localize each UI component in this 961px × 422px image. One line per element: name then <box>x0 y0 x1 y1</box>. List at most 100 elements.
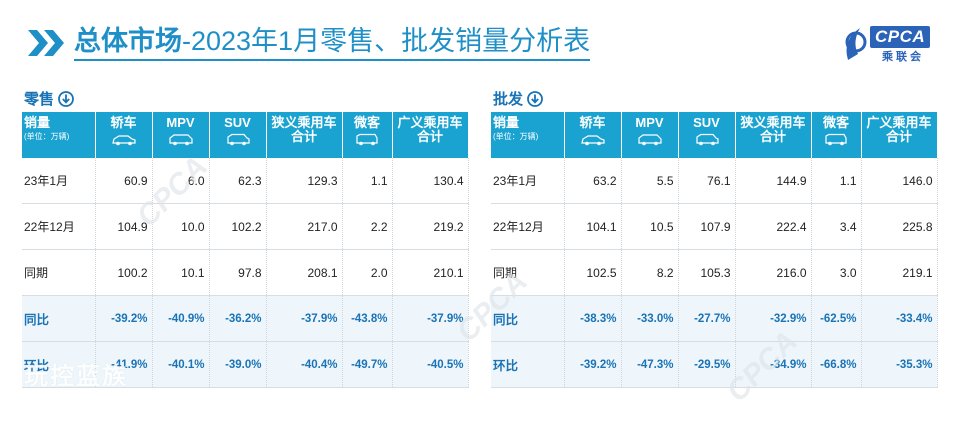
cell: 5.5 <box>621 158 679 204</box>
mpv-icon <box>168 134 193 146</box>
cell: 10.5 <box>621 203 679 250</box>
col-header-broad-total: 广义乘用车 合计 <box>861 112 938 158</box>
col-header-sedan: 轿车 <box>95 112 153 158</box>
suv-icon <box>226 133 250 146</box>
wholesale-section-label: 批发 <box>493 88 543 109</box>
cell: -36.2% <box>209 295 267 342</box>
row-label: 22年12月 <box>491 203 565 250</box>
logo-text: CPCA <box>870 26 931 48</box>
microvan-icon <box>356 133 378 146</box>
table-row: 同比 -39.2% -40.9% -36.2% -37.9% -43.8% -3… <box>22 295 469 342</box>
col-header-sedan: 轿车 <box>564 112 622 158</box>
table-row: 环比 -39.2% -47.3% -29.5% -34.9% -66.8% -3… <box>491 341 938 388</box>
watermark-text: 玩控蓝族 <box>24 363 128 390</box>
cell: 216.0 <box>735 249 812 296</box>
cell: 210.1 <box>392 249 469 296</box>
row-label: 环比 <box>22 341 96 388</box>
col-header-sales: 销量 (单位：万辆) <box>22 112 96 158</box>
cell: 222.4 <box>735 203 812 250</box>
title-rest: -2023年1月零售、批发销量分析表 <box>182 26 591 56</box>
cell: 62.3 <box>209 158 267 204</box>
cell: 102.2 <box>209 203 267 250</box>
cell: -33.4% <box>861 295 938 342</box>
cell: -40.1% <box>152 341 210 388</box>
cell: -32.9% <box>735 295 812 342</box>
cell: 107.9 <box>678 203 736 250</box>
cell: 102.5 <box>564 249 622 296</box>
table-header-row: 销量 (单位：万辆) 轿车 MPV SUV 狭义乘用车 合计 微客 广义乘用车 合计 <box>491 112 938 158</box>
cell: 3.4 <box>811 203 862 250</box>
cell: 97.8 <box>209 249 267 296</box>
table-row: 同期 100.2 10.1 97.8 208.1 2.0 210.1 <box>22 249 469 296</box>
cell: 104.1 <box>564 203 622 250</box>
row-label: 同期 <box>22 249 96 296</box>
table-row: 22年12月 104.9 10.0 102.2 217.0 2.2 219.2 <box>22 203 469 250</box>
cell: 60.9 <box>95 158 153 204</box>
cell: -39.2% <box>564 341 622 388</box>
cell: -39.0% <box>209 341 267 388</box>
retail-table: 销量 (单位：万辆) 轿车 MPV SUV 狭义乘用车 合计 微客 广义乘用车 合计 … <box>22 112 469 388</box>
cell: 63.2 <box>564 158 622 204</box>
suv-icon <box>695 133 719 146</box>
cell: -34.9% <box>735 341 812 388</box>
cell: 1.1 <box>811 158 862 204</box>
mpv-icon <box>637 134 662 146</box>
cell: 1.1 <box>342 158 393 204</box>
col-header-sales: 销量 (单位：万辆) <box>491 112 565 158</box>
cell: -43.8% <box>342 295 393 342</box>
cell: 6.0 <box>152 158 210 204</box>
cpca-logo-icon <box>845 28 867 60</box>
col-header-broad-total: 广义乘用车 合计 <box>392 112 469 158</box>
title-bar: 总体市场-2023年1月零售、批发销量分析表 CPCA 乘联会 <box>0 0 961 78</box>
sedan-icon <box>111 135 136 146</box>
cell: 105.3 <box>678 249 736 296</box>
retail-section-label: 零售 <box>24 88 74 109</box>
col-header-narrow-total: 狭义乘用车 合计 <box>266 112 343 158</box>
row-label: 23年1月 <box>491 158 565 204</box>
table-row: 同期 102.5 8.2 105.3 216.0 3.0 219.1 <box>491 249 938 296</box>
cell: 219.2 <box>392 203 469 250</box>
cell: -37.9% <box>266 295 343 342</box>
retail-panel: 零售 销量 (单位：万辆) 轿车 MPV SUV 狭义乘用车 合计 微客 广义乘用车… <box>22 84 469 388</box>
cell: 130.4 <box>392 158 469 204</box>
wholesale-label: 批发 <box>493 91 524 108</box>
cell: -33.0% <box>621 295 679 342</box>
cell: -27.7% <box>678 295 736 342</box>
double-chevron-right-icon <box>28 30 64 56</box>
wholesale-panel: 批发 销量 (单位：万辆) 轿车 MPV SUV 狭义乘用车 合计 微客 广义乘用车… <box>491 84 938 388</box>
wholesale-table: 销量 (单位：万辆) 轿车 MPV SUV 狭义乘用车 合计 微客 广义乘用车 合计 … <box>491 112 938 388</box>
arrow-down-circle-icon <box>58 90 74 107</box>
cell: -38.3% <box>564 295 622 342</box>
cell: -40.9% <box>152 295 210 342</box>
page-title: 总体市场-2023年1月零售、批发销量分析表 <box>74 23 591 61</box>
cell: -66.8% <box>811 341 862 388</box>
col-header-suv: SUV <box>678 112 736 158</box>
cell: 146.0 <box>861 158 938 204</box>
cell: 208.1 <box>266 249 343 296</box>
col-header-mpv: MPV <box>621 112 679 158</box>
cell: -62.5% <box>811 295 862 342</box>
row-label: 环比 <box>491 341 565 388</box>
cell: -39.2% <box>95 295 153 342</box>
cell: 219.1 <box>861 249 938 296</box>
row-label: 同期 <box>491 249 565 296</box>
sedan-icon <box>580 135 605 146</box>
cell: 10.1 <box>152 249 210 296</box>
microvan-icon <box>825 133 847 146</box>
row-label: 23年1月 <box>22 158 96 204</box>
cell: 144.9 <box>735 158 812 204</box>
cell: -41.9% <box>95 341 153 388</box>
row-label: 同比 <box>22 295 96 342</box>
table-row: 23年1月 63.2 5.5 76.1 144.9 1.1 146.0 <box>491 158 938 204</box>
table-row: 环比 -41.9% -40.1% -39.0% -40.4% -49.7% -4… <box>22 341 469 388</box>
cell: -37.9% <box>392 295 469 342</box>
cell: 225.8 <box>861 203 938 250</box>
cell: 217.0 <box>266 203 343 250</box>
cell: -49.7% <box>342 341 393 388</box>
cell: 76.1 <box>678 158 736 204</box>
row-label: 22年12月 <box>22 203 96 250</box>
cell: 8.2 <box>621 249 679 296</box>
cell: 10.0 <box>152 203 210 250</box>
cell: 100.2 <box>95 249 153 296</box>
col-header-mpv: MPV <box>152 112 210 158</box>
